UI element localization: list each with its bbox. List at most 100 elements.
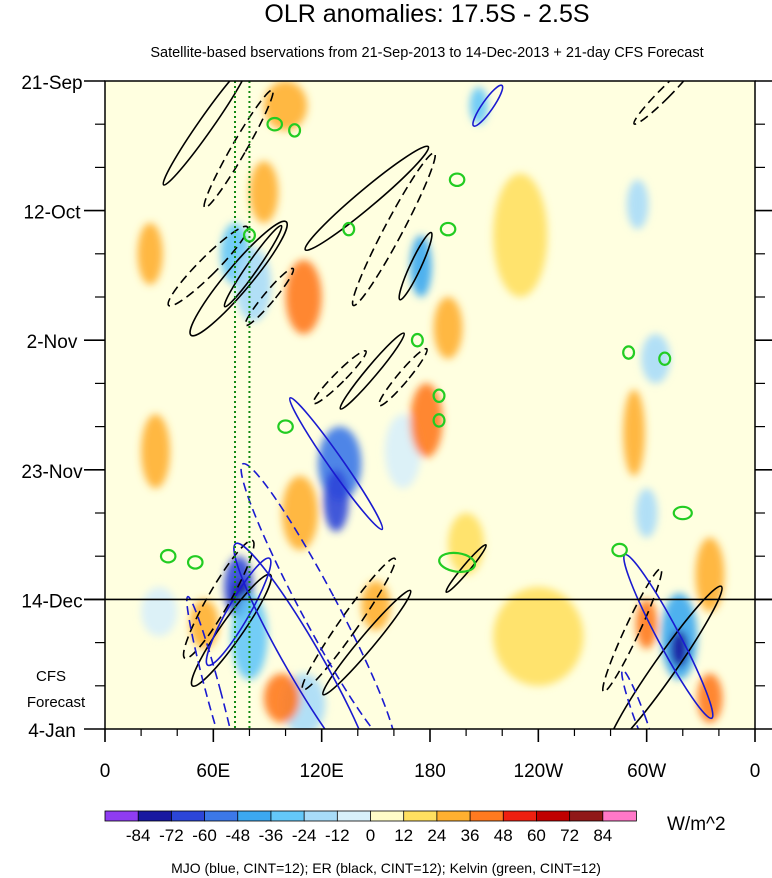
units-label: W/m^2: [667, 814, 726, 835]
kelvin-contour-28: [266, 116, 284, 132]
y-tick-label-4: 14-Dec: [21, 591, 82, 612]
er-contour-6: [189, 220, 288, 337]
er-contour-9: [312, 349, 367, 405]
colorbar-swatch-11: [469, 810, 505, 822]
er-contour-3: [351, 151, 437, 307]
anomaly-blob-20: [281, 475, 319, 551]
chart-title: OLR anomalies: 17.5S - 2.5S: [264, 0, 589, 28]
wave-contours: [159, 81, 723, 729]
anomaly-blob-18: [249, 161, 279, 223]
anomaly-blob-16: [141, 587, 178, 637]
mjo-contour-20: [288, 396, 384, 531]
mjo-contour-21: [205, 557, 272, 667]
kelvin-contour-43: [159, 548, 177, 564]
anomaly-blob-1: [235, 247, 272, 322]
colorbar-label-6: -12: [325, 826, 350, 845]
colorbar-label-8: 12: [394, 826, 413, 845]
x-axis: 0 60E 120E 180 120W 60W 0: [100, 729, 761, 782]
er-contour-4: [398, 231, 433, 301]
er-contour-8: [244, 267, 295, 327]
colorbar-swatch-12: [502, 810, 538, 822]
colorbar-label-4: -36: [259, 826, 284, 845]
anomaly-blob-23: [433, 297, 463, 359]
y-tick-label-1: 12-Oct: [23, 203, 81, 224]
kelvin-contour-29: [288, 123, 302, 138]
er-contour-14: [301, 557, 397, 691]
y-tick-label-5: 4-Jan: [28, 721, 76, 742]
anomaly-blob-13: [626, 179, 649, 230]
colorbar-label-11: 48: [494, 826, 513, 845]
colorbar-label-1: -72: [159, 826, 184, 845]
kelvin-contour-38: [432, 413, 446, 428]
y-axis: 21-Sep 12-Oct 2-Nov 23-Nov 14-Dec 4-Jan: [21, 73, 772, 742]
x-tick-label-1: 60E: [196, 761, 230, 782]
anomaly-blob-32: [448, 513, 485, 575]
colorbar-label-13: 72: [560, 826, 579, 845]
kelvin-contour-39: [277, 419, 294, 434]
colorbar-swatch-1: [137, 810, 173, 822]
colorbar-label-12: 60: [527, 826, 546, 845]
colorbar-swatch-15: [602, 810, 637, 822]
anomaly-blob-24: [141, 414, 170, 489]
anomaly-blob-21: [263, 673, 301, 723]
anomaly-blob-33: [493, 587, 584, 686]
anomaly-blob-28: [695, 537, 725, 612]
er-contour-0: [162, 81, 250, 186]
er-contour-1: [203, 89, 274, 209]
colorbar-swatch-2: [170, 810, 206, 822]
kelvin-contour-31: [342, 221, 356, 237]
er-contour-11: [377, 347, 428, 407]
x-tick-label-4: 120W: [514, 761, 564, 782]
kelvin-contour-44: [186, 555, 204, 570]
mjo-contour-27: [472, 84, 504, 127]
colorbar-swatch-13: [536, 810, 571, 822]
kelvin-contour-36: [658, 351, 672, 366]
anomaly-blob-17: [263, 81, 308, 131]
x-tick-label-3: 180: [414, 761, 446, 782]
kelvin-contour-42: [438, 551, 477, 573]
er-contour-7: [223, 224, 283, 308]
y-tick-label-3: 23-Nov: [21, 462, 83, 483]
kelvin-contour-35: [622, 345, 636, 360]
kelvin-contour-40: [672, 505, 693, 521]
anomaly-blob-5: [469, 87, 488, 125]
colorbar-swatch-3: [204, 810, 239, 822]
mjo-contour-24: [186, 595, 241, 729]
y-tick-label-2: 2-Nov: [27, 332, 78, 353]
colorbar-label-0: -84: [126, 826, 151, 845]
colorbar-swatch-9: [403, 810, 438, 822]
anomaly-blob-22: [410, 383, 443, 458]
anomaly-blob-31: [361, 580, 391, 631]
anomaly-blob-30: [635, 599, 658, 649]
er-contour-18: [606, 585, 723, 729]
kelvin-contour-37: [432, 388, 446, 404]
colorbar-swatch-10: [436, 810, 471, 822]
colorbar-label-3: -48: [225, 826, 250, 845]
colorbar-label-5: -24: [292, 826, 317, 845]
x-tick-label-6: 0: [750, 761, 761, 782]
colorbar-swatch-8: [370, 810, 405, 822]
colorbar-swatch-7: [336, 810, 372, 822]
colorbar-swatch-5: [270, 810, 305, 822]
plot-area: [105, 81, 755, 729]
er-contour-2: [304, 145, 430, 252]
anomaly-blob-25: [137, 222, 163, 285]
anomaly-blob-11: [670, 630, 689, 668]
forecast-label-line1: CFS: [36, 668, 66, 685]
anomaly-blob-34: [493, 173, 548, 297]
anomaly-blob-3: [323, 469, 349, 532]
mjo-contour-26: [621, 669, 658, 729]
colorbar-swatch-6: [303, 810, 339, 822]
er-contour-16: [633, 81, 697, 125]
colorbar-swatch-4: [237, 810, 272, 822]
reference-lines: [234, 81, 251, 729]
anomaly-blob-26: [189, 599, 219, 649]
er-contour-10: [339, 332, 406, 410]
anomaly-blob-14: [635, 488, 658, 538]
er-contour-12: [182, 539, 255, 660]
anomaly-blob-12: [641, 334, 671, 384]
anomaly-blob-29: [623, 389, 645, 476]
colorbar-label-9: 24: [427, 826, 446, 845]
x-tick-label-0: 0: [100, 761, 111, 782]
